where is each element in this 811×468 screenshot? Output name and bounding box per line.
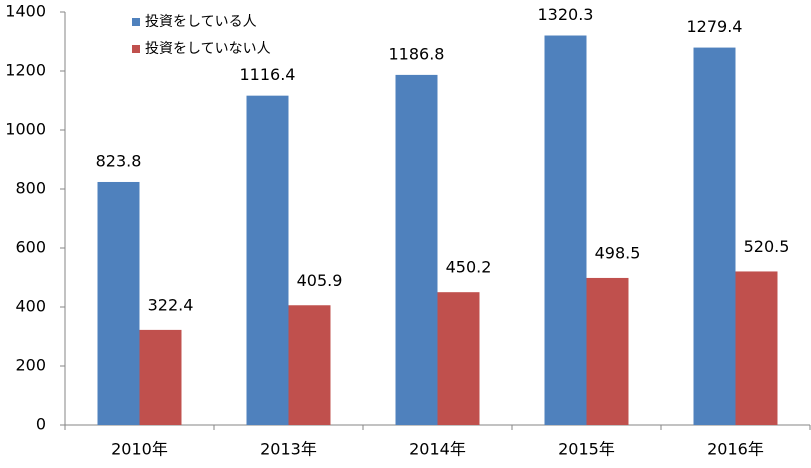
value-label: 520.5 xyxy=(744,237,790,256)
bar xyxy=(735,271,778,425)
value-label: 450.2 xyxy=(446,258,492,277)
bar xyxy=(437,292,480,425)
value-label: 1186.8 xyxy=(389,44,445,63)
y-tick-label: 0 xyxy=(36,415,46,434)
bar xyxy=(544,35,587,425)
legend-swatch xyxy=(132,45,140,53)
x-tick-label: 2014年 xyxy=(409,440,466,459)
y-tick-label: 600 xyxy=(15,238,46,257)
y-tick-label: 1200 xyxy=(5,61,46,80)
x-tick-label: 2016年 xyxy=(707,440,764,459)
legend-label: 投資をしている人 xyxy=(145,14,257,30)
x-tick-label: 2010年 xyxy=(111,440,168,459)
bar xyxy=(586,277,629,425)
legend-label: 投資をしていない人 xyxy=(145,41,271,57)
y-tick-label: 200 xyxy=(15,356,46,375)
y-tick-label: 400 xyxy=(15,297,46,316)
bar xyxy=(139,329,182,425)
value-label: 498.5 xyxy=(595,243,641,262)
bar xyxy=(97,181,140,425)
bar xyxy=(288,305,331,425)
y-tick-label: 1000 xyxy=(5,120,46,139)
value-label: 1320.3 xyxy=(538,5,594,24)
legend-swatch xyxy=(132,18,140,26)
bar xyxy=(693,47,736,426)
x-tick-label: 2015年 xyxy=(558,440,615,459)
y-tick-label: 1400 xyxy=(5,2,46,21)
x-tick-label: 2013年 xyxy=(260,440,317,459)
y-tick-label: 800 xyxy=(15,179,46,198)
bar xyxy=(395,74,438,426)
value-label: 1279.4 xyxy=(687,17,743,36)
value-label: 405.9 xyxy=(297,271,343,290)
value-label: 823.8 xyxy=(96,151,142,170)
value-label: 322.4 xyxy=(148,295,194,314)
value-label: 1116.4 xyxy=(240,65,296,84)
bar xyxy=(246,95,289,426)
